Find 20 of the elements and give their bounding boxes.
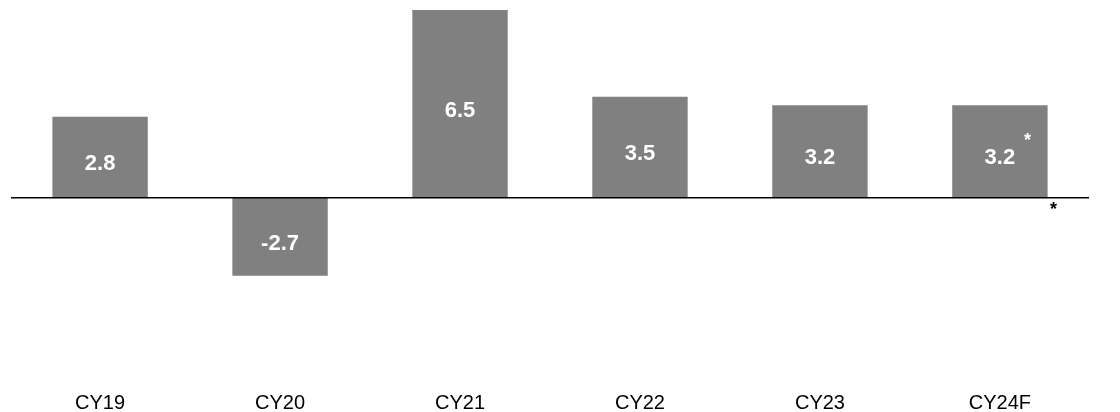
data-label: 3.2 xyxy=(804,144,836,170)
x-tick-label: CY20 xyxy=(255,390,306,412)
bar xyxy=(232,197,328,276)
bar xyxy=(592,96,688,198)
data-label: 3.2 xyxy=(984,144,1016,170)
data-label: 6.5 xyxy=(444,96,476,122)
annotation: * xyxy=(1049,198,1057,219)
bar xyxy=(772,105,868,198)
data-label: -2.7 xyxy=(261,229,300,255)
bar xyxy=(952,105,1048,198)
x-tick-label: CY22 xyxy=(614,390,665,412)
bar xyxy=(52,116,148,198)
x-tick-label: CY24F xyxy=(968,390,1032,412)
annotation: * xyxy=(1023,130,1031,151)
x-tick-label: CY21 xyxy=(435,390,486,412)
data-label: 2.8 xyxy=(84,150,116,176)
x-tick-label: CY23 xyxy=(794,390,845,412)
x-tick-label: CY19 xyxy=(75,390,126,412)
data-label: 3.5 xyxy=(624,140,656,166)
bar xyxy=(412,10,508,198)
